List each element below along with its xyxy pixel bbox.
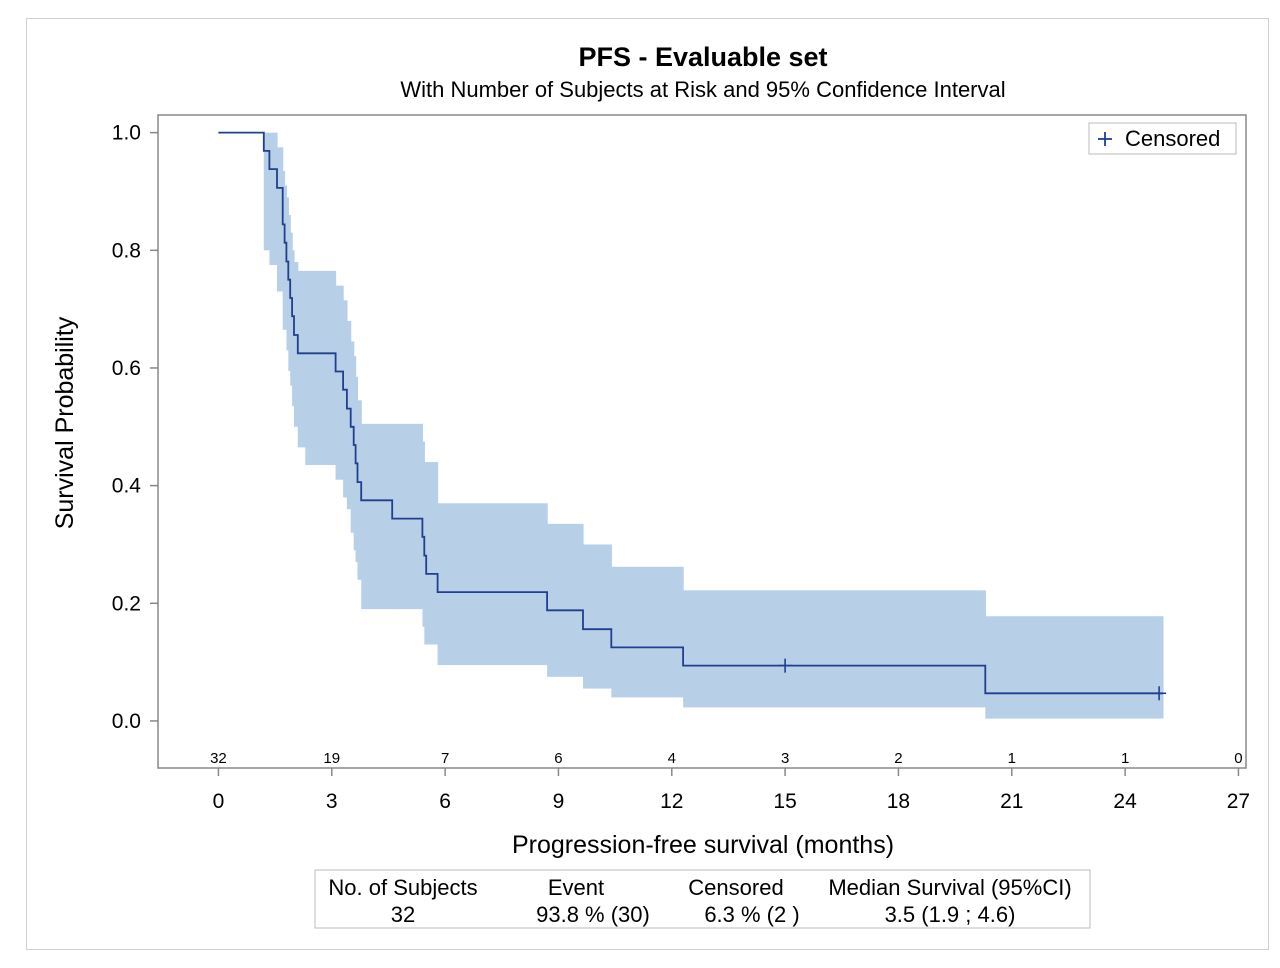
legend-box [1088,122,1237,155]
x-tick-label: 21 [1000,790,1023,813]
x-tick-label: 15 [773,790,796,813]
summary-value-median: 3.5 (1.9 ; 4.6) [885,902,1016,927]
summary-value-censored: 6.3 % (2 ) [704,902,799,927]
at-risk-count: 1 [1121,750,1129,767]
ci-band-segment [269,132,278,266]
ci-band-segment [611,566,684,698]
x-axis: 0 3 6 9 12 15 18 21 24 27 [213,768,1250,813]
x-tick-label: 12 [660,790,683,813]
at-risk-count: 4 [668,750,676,767]
figure-frame [26,18,1269,950]
summary-table: No. of Subjects Event Censored Median Su… [314,869,1091,929]
at-risk-count: 7 [441,750,449,767]
confidence-band-layer [263,132,1164,719]
x-axis-label: Progression-free survival (months) [512,831,894,859]
at-risk-count: 32 [210,750,227,767]
x-tick-label: 18 [887,790,910,813]
at-risk-count: 0 [1234,750,1242,767]
ci-band-segment [350,341,355,533]
y-axis-label: Survival Probability [51,316,79,529]
survival-curve [218,131,1163,695]
x-tick-label: 27 [1227,790,1250,813]
ci-band-segment [422,441,425,627]
at-risk-count: 1 [1008,750,1016,767]
summary-value-subjects: 32 [391,902,415,927]
legend-censor-icon [1098,132,1112,146]
ci-band-segment [392,423,424,610]
censor-marks-layer [778,658,1167,701]
ci-band-segment [361,423,393,610]
ci-band-segment [357,400,362,580]
y-tick-label: 0.4 [112,475,142,498]
x-tick-label: 0 [213,790,225,813]
ci-band-segment [426,462,439,645]
summary-header-subjects: No. of Subjects [328,875,477,900]
censor-mark [1152,686,1167,701]
y-tick-label: 0.0 [112,710,141,733]
x-tick-label: 9 [553,790,565,813]
at-risk-row: 32 19 7 6 4 3 2 1 1 0 [210,750,1243,767]
chart-subtitle: With Number of Subjects at Risk and 95% … [400,77,1005,102]
censor-mark [778,658,793,673]
ci-band-segment [985,616,1160,719]
ci-band-segment [343,300,348,498]
x-tick-label: 6 [439,790,451,813]
y-tick-label: 0.8 [112,239,141,262]
at-risk-count: 19 [323,750,340,767]
x-tick-label: 3 [326,790,338,813]
ci-band-segment [1159,616,1164,719]
summary-header-censored: Censored [688,875,783,900]
y-tick-label: 0.6 [112,357,141,380]
ci-band-segment [263,132,271,251]
at-risk-count: 3 [781,750,789,767]
plot-area-border [157,114,1247,769]
legend-label-censored: Censored [1125,126,1220,151]
ci-band-segment [437,503,548,666]
ci-band-segment [346,320,352,510]
ci-band-segment [683,590,986,708]
ci-band-segment [424,462,427,645]
summary-header-event: Event [548,875,604,900]
y-axis: 0.0 0.2 0.4 0.6 0.8 1.0 [112,122,158,733]
y-tick-label: 1.0 [112,122,141,145]
ci-band-segment [294,262,299,427]
ci-band-segment [277,147,284,292]
summary-table-box [314,869,1091,929]
ci-band-segment [282,170,286,330]
summary-value-event: 93.8 % (30) [536,902,650,927]
legend: Censored [1088,122,1237,155]
ci-band-segment [305,270,337,466]
ci-band-segment [335,285,344,480]
ci-band-segment [547,523,584,677]
y-tick-label: 0.2 [112,592,141,615]
ci-band-segment [583,544,612,689]
summary-header-median: Median Survival (95%CI) [828,875,1071,900]
ci-band-segment [297,270,306,448]
x-tick-label: 24 [1113,790,1137,813]
chart-title: PFS - Evaluable set [578,42,827,72]
at-risk-count: 2 [894,750,902,767]
survival-curve-layer [218,131,1163,695]
at-risk-count: 6 [554,750,562,767]
